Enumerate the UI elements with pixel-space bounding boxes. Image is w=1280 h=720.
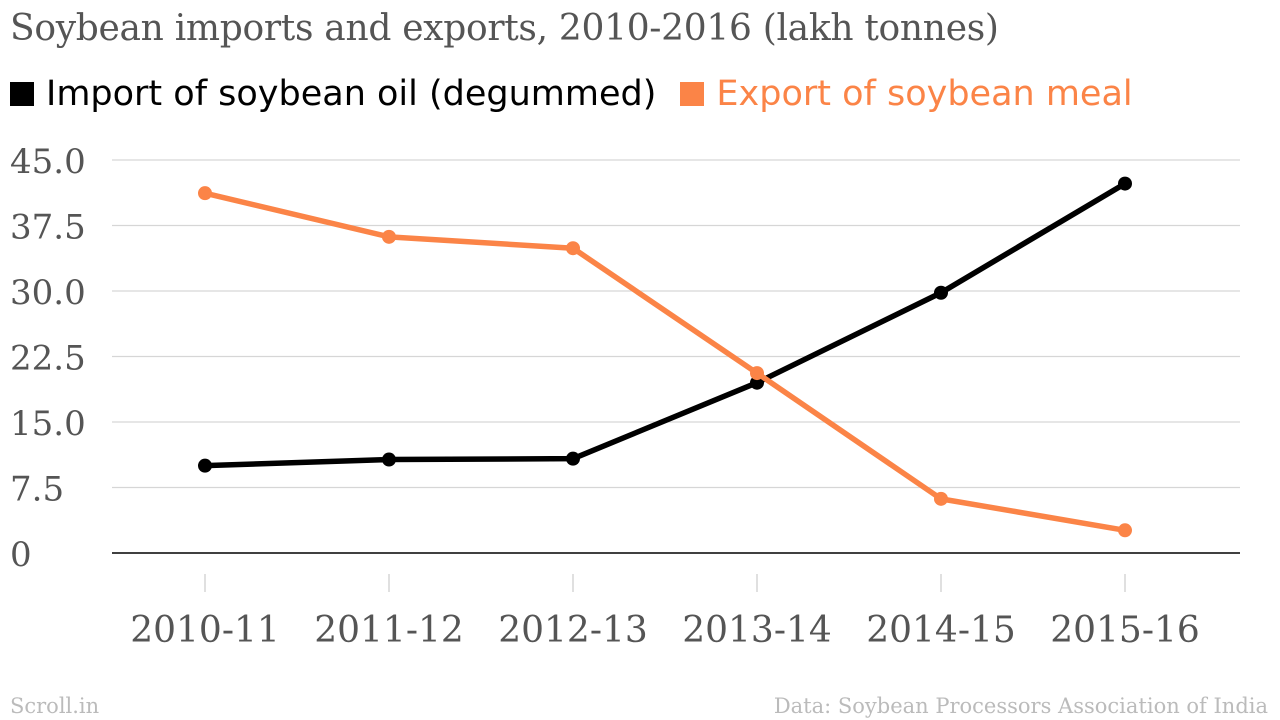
x-tick-label: 2012-13 (498, 610, 648, 651)
series-line-0 (202, 180, 1128, 469)
footer-source: Scroll.in (10, 694, 100, 718)
x-tick-label: 2013-14 (682, 610, 832, 651)
series-line-1 (202, 190, 1128, 534)
footer-data-credit: Data: Soybean Processors Association of … (773, 694, 1268, 718)
data-point-0-0 (198, 458, 212, 473)
x-tick-label: 2010-11 (130, 610, 280, 651)
legend-swatch-import (10, 82, 34, 106)
y-tick-label: 45.0 (10, 142, 86, 182)
x-tick-label: 2014-15 (866, 610, 1016, 651)
data-point-0-2 (566, 451, 580, 466)
x-tick-label: 2011-12 (314, 610, 464, 651)
chart-title: Soybean imports and exports, 2010-2016 (… (10, 8, 999, 49)
y-tick-label: 15.0 (10, 404, 86, 444)
gridlines (112, 159, 1240, 554)
data-point-0-5 (1118, 176, 1132, 191)
legend-swatch-export (680, 82, 705, 106)
series-lines (198, 176, 1132, 538)
legend-label-import: Import of soybean oil (degummed) (46, 74, 657, 114)
x-axis: 2010-11 2011-12 2012-13 2013-14 2014-15 2015-… (130, 574, 1200, 651)
legend-label-export: Export of soybean meal (716, 74, 1133, 114)
y-tick-label: 22.5 (10, 339, 86, 379)
y-axis-tick-labels: 0 7.5 15.0 22.5 30.0 37.5 45.0 (10, 142, 86, 575)
data-point-1-4 (934, 491, 948, 506)
y-tick-label: 37.5 (10, 208, 86, 248)
data-point-1-3 (750, 366, 764, 381)
y-tick-label: 0 (10, 535, 32, 575)
data-point-0-1 (382, 452, 396, 467)
data-point-0-4 (934, 285, 948, 300)
legend-item-import: Import of soybean oil (degummed) (10, 74, 656, 114)
data-point-0-3 (750, 375, 764, 390)
y-tick-label: 30.0 (10, 273, 86, 313)
data-point-1-1 (382, 229, 396, 244)
legend: Import of soybean oil (degummed) Export … (10, 74, 1157, 114)
y-tick-label: 7.5 (10, 470, 64, 510)
legend-item-export: Export of soybean meal (680, 74, 1133, 114)
data-point-1-2 (566, 241, 580, 256)
x-tick-label: 2015-16 (1050, 610, 1200, 651)
data-point-1-5 (1118, 523, 1132, 538)
data-point-1-0 (198, 186, 212, 201)
